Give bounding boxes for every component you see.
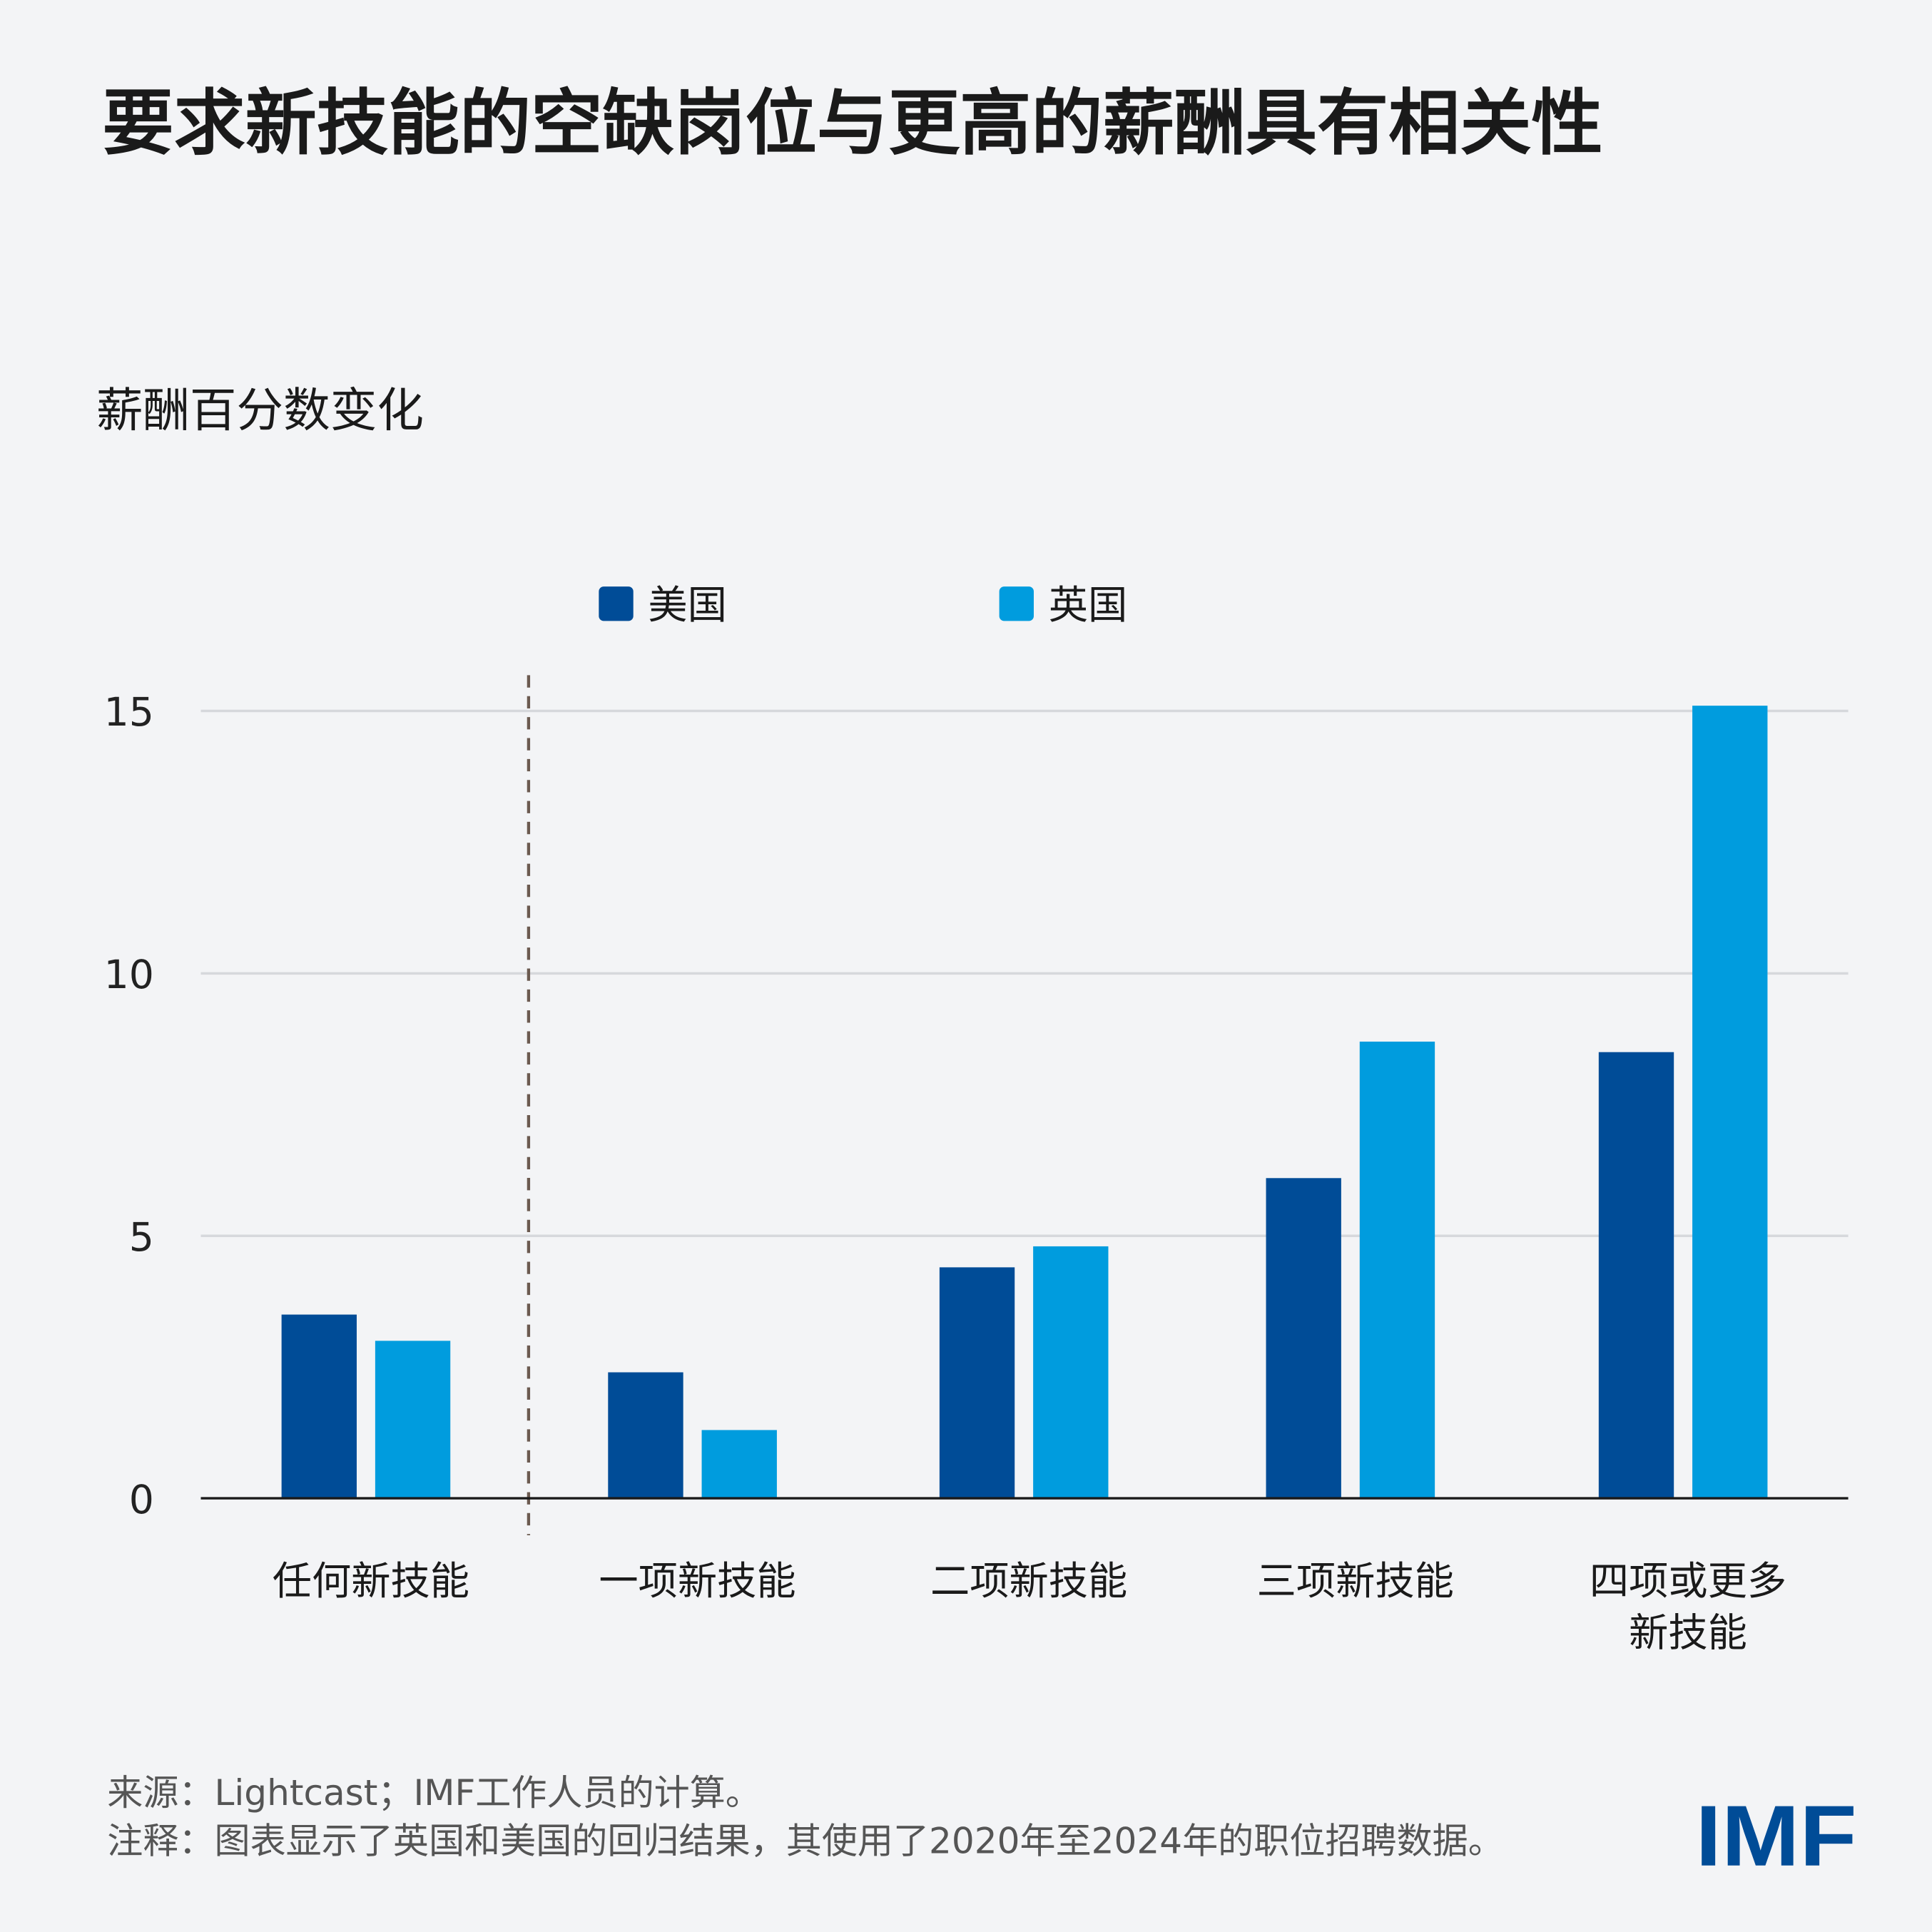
y-axis-label: 薪酬百分数变化 (96, 384, 424, 438)
gridlines (200, 709, 1849, 1237)
bars (281, 706, 1768, 1499)
category-label: 四项或更多 (1590, 1559, 1786, 1605)
footnote: 注释：图表显示了英国和美国的回归结果，其使用了2020年至2024年的职位招聘数… (107, 1820, 1504, 1861)
bar-us-1 (608, 1372, 683, 1499)
category-label: 二项新技能 (930, 1559, 1127, 1605)
legend-swatch-us (599, 586, 634, 621)
bar-us-2 (939, 1267, 1015, 1499)
bar-uk-2 (1033, 1246, 1109, 1499)
y-tick-label: 10 (104, 952, 154, 998)
category-label: 一项新技能 (599, 1559, 795, 1605)
bar-us-0 (281, 1314, 357, 1499)
bar-uk-0 (375, 1341, 451, 1499)
y-tick-label: 5 (129, 1215, 154, 1261)
bar-uk-3 (1359, 1042, 1435, 1499)
chart-title: 要求新技能的空缺岗位与更高的薪酬具有相关性 (102, 81, 1602, 165)
y-ticks: 0 5 10 15 (104, 690, 154, 1523)
bar-uk-1 (701, 1430, 777, 1499)
legend: 美国 英国 (599, 583, 1127, 629)
legend-label-uk: 英国 (1049, 583, 1128, 629)
category-label: 任何新技能 (273, 1559, 469, 1605)
category-label: 三项新技能 (1257, 1559, 1454, 1605)
bar-us-3 (1266, 1178, 1341, 1499)
imf-logo: IMF (1695, 1788, 1856, 1884)
bar-us-4 (1598, 1052, 1674, 1499)
source-note: 来源：Lightcast；IMF工作人员的计算。 (107, 1772, 761, 1814)
y-tick-label: 15 (104, 690, 154, 736)
legend-label-us: 美国 (648, 583, 727, 629)
y-tick-label: 0 (129, 1478, 154, 1523)
legend-swatch-uk (999, 586, 1034, 621)
category-label: 新技能 (1629, 1610, 1747, 1656)
bar-uk-4 (1692, 706, 1768, 1499)
